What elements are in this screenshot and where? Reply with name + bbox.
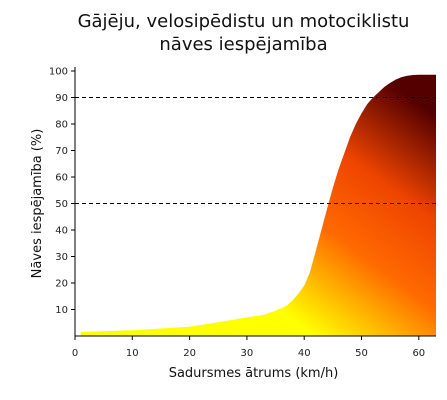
x-tick-label: 50 [355,348,368,359]
x-tick-label: 30 [241,348,254,359]
y-tick-label: 90 [55,93,68,104]
y-tick-label: 40 [55,226,68,237]
y-tick-label: 30 [55,252,68,263]
y-tick-label: 50 [55,199,68,210]
chart-title-line-1: Gājēju, velosipēdistu un motociklistu [77,11,410,32]
chart-title: Gājēju, velosipēdistu un motociklistu nā… [20,10,447,56]
y-tick-label: 60 [55,173,68,184]
y-tick-label: 100 [49,67,68,78]
y-tick-label: 70 [55,146,68,157]
y-tick-label: 80 [55,120,68,131]
x-tick-label: 0 [72,348,78,359]
x-tick-label: 10 [126,348,139,359]
x-tick-label: 20 [183,348,196,359]
chart-title-line-2: nāves iespējamība [159,34,328,55]
y-tick-label: 10 [55,305,68,316]
x-tick-label: 40 [298,348,311,359]
x-tick-label: 60 [412,348,425,359]
y-axis-title: Nāves iespējamība (%) [30,129,45,279]
y-tick-label: 20 [55,279,68,290]
x-axis-title: Sadursmes ātrums (km/h) [169,366,339,381]
probability-area [80,74,436,336]
